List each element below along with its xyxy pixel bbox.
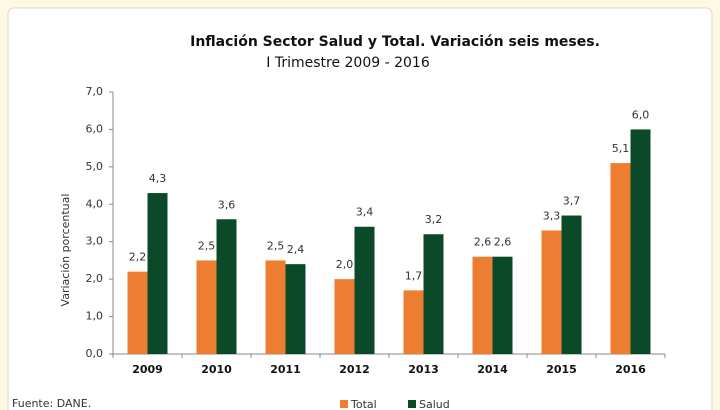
- value-label: 2,6: [474, 236, 492, 249]
- value-label: 2,6: [494, 236, 512, 249]
- y-tick-label: 4,0: [86, 197, 104, 210]
- value-label: 6,0: [632, 108, 650, 121]
- bar: [610, 163, 631, 354]
- value-label: 2,4: [287, 243, 305, 256]
- value-label: 3,4: [356, 206, 374, 219]
- x-tick-label: 2011: [270, 363, 301, 376]
- x-tick-label: 2010: [201, 363, 232, 376]
- bar: [630, 129, 651, 354]
- y-tick-label: 3,0: [86, 235, 104, 248]
- value-label: 2,5: [198, 239, 216, 252]
- x-tick-label: 2013: [408, 363, 439, 376]
- legend-label: Total: [350, 398, 377, 410]
- bar: [403, 290, 424, 354]
- x-tick-label: 2014: [477, 363, 508, 376]
- value-label: 5,1: [612, 142, 630, 155]
- value-label: 3,6: [218, 198, 236, 211]
- value-label: 3,2: [425, 213, 443, 226]
- x-tick-label: 2016: [615, 363, 646, 376]
- chart-title: Inflación Sector Salud y Total. Variació…: [190, 34, 600, 50]
- source: Fuente: DANE.: [12, 397, 91, 410]
- value-label: 3,3: [543, 209, 561, 222]
- x-tick-label: 2012: [339, 363, 370, 376]
- value-label: 2,5: [267, 239, 285, 252]
- y-tick-label: 1,0: [86, 310, 104, 323]
- bar: [472, 256, 493, 354]
- y-tick-label: 6,0: [86, 122, 104, 135]
- bar: [127, 271, 148, 354]
- legend-label: Salud: [419, 398, 450, 410]
- bar: [354, 226, 375, 354]
- bar: [147, 193, 168, 354]
- value-label: 3,7: [563, 195, 581, 208]
- legend-swatch: [340, 400, 348, 408]
- chart-subtitle: I Trimestre 2009 - 2016: [266, 55, 430, 71]
- y-tick-label: 5,0: [86, 160, 104, 173]
- value-label: 4,3: [149, 172, 167, 185]
- bar: [423, 234, 444, 354]
- bar: [334, 279, 355, 354]
- bar: [285, 264, 306, 354]
- x-tick-label: 2015: [546, 363, 577, 376]
- legend-swatch: [408, 400, 416, 408]
- value-label: 1,7: [405, 269, 423, 282]
- y-axis-label: Variación porcentual: [59, 194, 72, 307]
- bar: [492, 256, 513, 354]
- panel: [7, 7, 713, 410]
- y-tick-label: 2,0: [86, 272, 104, 285]
- bar: [265, 260, 286, 354]
- bar: [196, 260, 217, 354]
- x-tick-label: 2009: [132, 363, 163, 376]
- bar: [561, 215, 582, 354]
- y-tick-label: 0,0: [86, 347, 104, 360]
- bar: [216, 219, 237, 354]
- value-label: 2,2: [129, 251, 147, 264]
- value-label: 2,0: [336, 258, 354, 271]
- y-tick-label: 7,0: [86, 85, 104, 98]
- bar: [541, 230, 562, 354]
